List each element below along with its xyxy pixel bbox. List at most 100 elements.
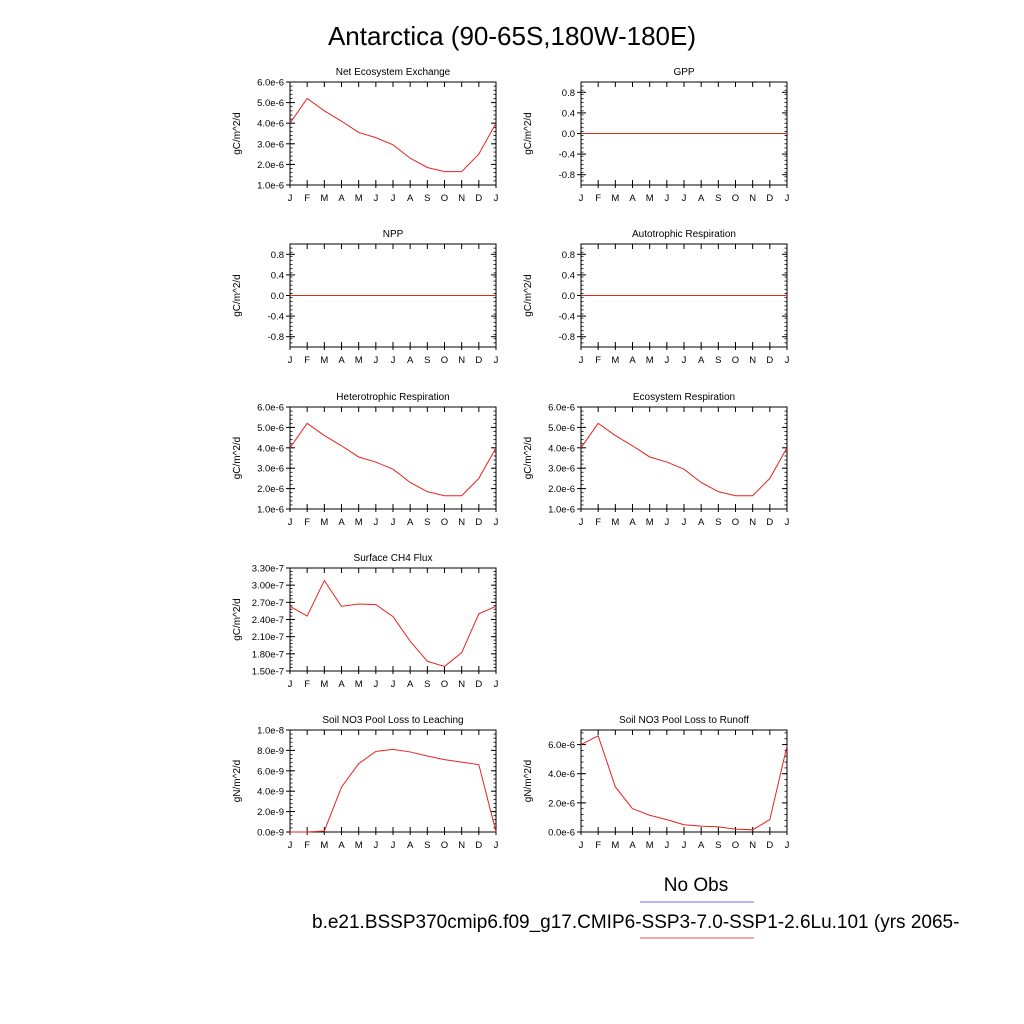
x-tick-label: J [288,355,293,366]
x-tick-label: A [407,517,414,528]
x-tick-label: M [646,840,654,851]
x-tick-label: J [579,517,584,528]
y-tick-label: 0.4 [562,108,575,119]
y-tick-label: -0.8 [559,332,575,343]
y-tick-label: 3.30e-7 [252,564,284,575]
x-tick-label: J [682,517,687,528]
x-tick-label: M [355,193,363,204]
x-tick-label: D [475,840,482,851]
y-tick-label: 0.0e-9 [257,828,284,839]
x-tick-label: J [373,679,378,690]
x-tick-label: J [373,840,378,851]
x-tick-label: J [785,517,790,528]
x-tick-label: J [682,355,687,366]
y-axis-label: gC/m^2/d [232,112,243,155]
y-tick-label: 4.0e-6 [257,443,284,454]
y-tick-label: 8.0e-9 [257,746,284,757]
x-tick-label: A [629,355,636,366]
x-tick-label: S [715,517,721,528]
y-tick-label: 1.80e-7 [252,649,284,660]
x-tick-label: J [391,840,396,851]
x-tick-label: O [732,517,739,528]
y-tick-label: 4.0e-6 [548,443,575,454]
y-axis-label: gC/m^2/d [232,437,243,480]
x-tick-label: A [407,679,414,690]
y-tick-label: 0.0 [562,129,575,140]
y-tick-label: 0.0e-6 [548,828,575,839]
x-tick-label: A [407,193,414,204]
x-tick-label: F [304,679,310,690]
x-tick-label: M [646,517,654,528]
x-tick-label: D [766,840,773,851]
x-tick-label: N [749,517,756,528]
x-tick-label: J [288,193,293,204]
x-tick-label: J [288,679,293,690]
y-axis-label: gC/m^2/d [523,274,534,317]
x-tick-label: A [338,517,345,528]
y-tick-label: 0.0 [562,291,575,302]
x-tick-label: M [320,679,328,690]
x-tick-label: A [338,193,345,204]
x-tick-label: J [785,840,790,851]
y-tick-label: 5.0e-6 [257,98,284,109]
x-tick-label: A [407,840,414,851]
series-line-ecosystem-respiration [580,422,788,497]
plot-frame [580,406,788,510]
x-tick-label: D [766,517,773,528]
x-tick-label: M [320,355,328,366]
y-tick-label: 3.0e-6 [257,139,284,150]
y-tick-label: 1.0e-6 [257,505,284,516]
y-tick-label: 1.0e-6 [257,181,284,192]
x-tick-label: J [579,840,584,851]
x-tick-label: M [355,517,363,528]
y-tick-label: 2.0e-6 [548,484,575,495]
x-tick-label: S [424,355,430,366]
x-tick-label: S [424,840,430,851]
legend: No Obs b.e21.BSSP370cmip6.f09_g17.CMIP6-… [312,875,959,939]
x-tick-label: A [338,840,345,851]
y-axis-label: gC/m^2/d [232,274,243,317]
x-tick-label: M [320,517,328,528]
x-tick-label: D [475,193,482,204]
y-tick-label: 5.0e-6 [548,423,575,434]
panel-title: Autotrophic Respiration [632,229,736,240]
series-line-net-ecosystem-exchange [289,97,497,173]
y-tick-label: 0.8 [562,88,575,99]
y-tick-label: 2.70e-7 [252,598,284,609]
x-tick-label: N [458,840,465,851]
x-tick-label: M [646,355,654,366]
series-line-surface-ch4-flux [289,579,497,667]
x-tick-label: A [629,840,636,851]
x-tick-label: O [441,840,448,851]
x-tick-label: J [494,679,499,690]
x-tick-label: J [494,193,499,204]
x-tick-label: J [373,193,378,204]
panel-title: GPP [673,67,694,78]
x-tick-label: S [424,679,430,690]
x-tick-label: N [458,193,465,204]
y-tick-label: -0.4 [559,150,575,161]
x-tick-label: M [611,193,619,204]
x-tick-label: N [749,355,756,366]
x-tick-label: J [579,355,584,366]
x-tick-label: O [441,679,448,690]
y-tick-label: 4.0e-6 [548,769,575,780]
x-tick-label: M [355,679,363,690]
x-tick-label: J [373,355,378,366]
y-tick-label: 5.0e-6 [257,423,284,434]
x-tick-label: A [338,355,345,366]
x-tick-label: O [732,193,739,204]
x-tick-label: D [766,355,773,366]
x-tick-label: M [355,355,363,366]
x-tick-label: J [494,355,499,366]
x-tick-label: S [715,355,721,366]
x-tick-label: M [320,840,328,851]
x-tick-label: J [494,840,499,851]
